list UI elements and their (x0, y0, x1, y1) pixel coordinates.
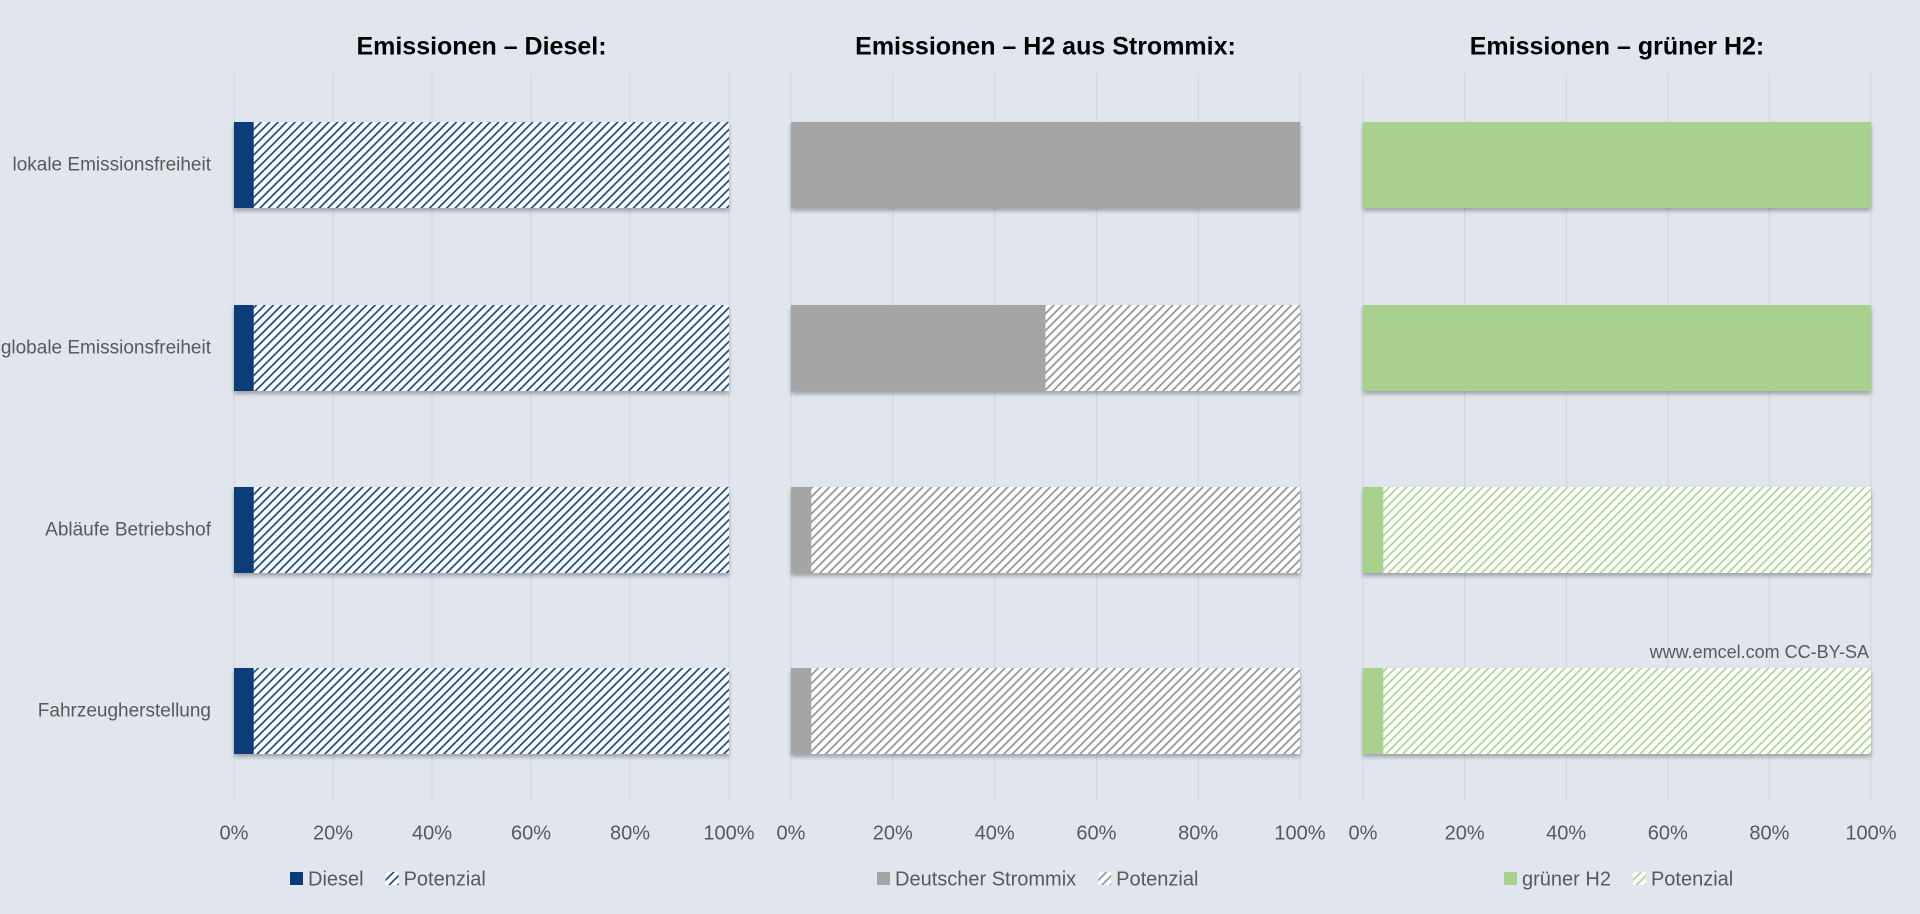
x-tick-label: 40% (1546, 822, 1586, 844)
category-label: Fahrzeugherstellung (37, 700, 211, 722)
bar-segment (811, 487, 1300, 573)
bar-segment (234, 487, 254, 573)
bar-group (1363, 668, 1871, 754)
x-tick-label: 100% (703, 822, 754, 844)
category-label: lokale Emissionsfreiheit (12, 154, 211, 176)
bar-segment (1383, 668, 1871, 754)
legend-label: Deutscher Strommix (895, 868, 1076, 890)
legend-label: Potenzial (1651, 868, 1733, 890)
x-tick-label: 100% (1274, 822, 1325, 844)
legend-swatch (1098, 872, 1112, 885)
x-tick-label: 100% (1845, 822, 1896, 844)
legend-swatch (1632, 872, 1646, 885)
bar-group (234, 668, 730, 754)
x-tick-label: 40% (975, 822, 1015, 844)
chart-title: Emissionen – grüner H2: (1470, 33, 1765, 61)
bar-segment (791, 487, 812, 573)
x-tick-label: 0% (777, 822, 806, 844)
annotation: www.emcel.com CC-BY-SA (1649, 642, 1869, 662)
x-tick-label: 20% (313, 822, 353, 844)
legend-label: Potenzial (1116, 868, 1198, 890)
chart-title: Emissionen – H2 aus Strommix: (855, 33, 1236, 61)
bar-segment (811, 668, 1300, 754)
legend-swatch (877, 872, 890, 885)
bar-segment (1363, 668, 1384, 754)
bar-segment (253, 668, 730, 754)
bar-segment (253, 122, 730, 208)
x-tick-label: 20% (1445, 822, 1485, 844)
bar-segment (1363, 487, 1384, 573)
bar-segment (791, 122, 1300, 208)
legend-swatch (290, 872, 303, 885)
bar-group (1363, 487, 1871, 573)
bar-segment (1045, 305, 1300, 391)
bar-segment (253, 487, 730, 573)
bar-segment (234, 122, 254, 208)
bar-segment (791, 305, 1046, 391)
bar-segment (253, 305, 730, 391)
bar-group (791, 122, 1300, 208)
x-tick-label: 60% (1648, 822, 1688, 844)
bar-group (791, 668, 1300, 754)
bar-group (1363, 305, 1871, 391)
bar-group (234, 305, 730, 391)
x-tick-label: 80% (1749, 822, 1789, 844)
x-tick-label: 0% (1349, 822, 1378, 844)
x-tick-label: 20% (873, 822, 913, 844)
chart-title: Emissionen – Diesel: (356, 33, 606, 61)
legend-swatch (385, 872, 399, 885)
legend-label: Diesel (308, 868, 364, 890)
bar-segment (234, 305, 254, 391)
bar-group (791, 487, 1300, 573)
x-tick-label: 60% (1076, 822, 1116, 844)
category-label: Abläufe Betriebshof (45, 519, 211, 541)
legend-swatch (1504, 872, 1517, 885)
bar-segment (234, 668, 254, 754)
bar-segment (1383, 487, 1871, 573)
x-tick-label: 60% (511, 822, 551, 844)
category-label: globale Emissionsfreiheit (0, 337, 211, 359)
bar-group (1363, 122, 1871, 208)
legend-label: grüner H2 (1522, 868, 1611, 890)
bar-group (234, 122, 730, 208)
x-tick-label: 0% (220, 822, 249, 844)
bar-group (791, 305, 1300, 391)
bar-segment (1363, 122, 1871, 208)
x-tick-label: 80% (610, 822, 650, 844)
bar-segment (1363, 305, 1871, 391)
x-tick-label: 40% (412, 822, 452, 844)
bar-group (234, 487, 730, 573)
legend-label: Potenzial (404, 868, 486, 890)
x-tick-label: 80% (1178, 822, 1218, 844)
bar-segment (791, 668, 812, 754)
